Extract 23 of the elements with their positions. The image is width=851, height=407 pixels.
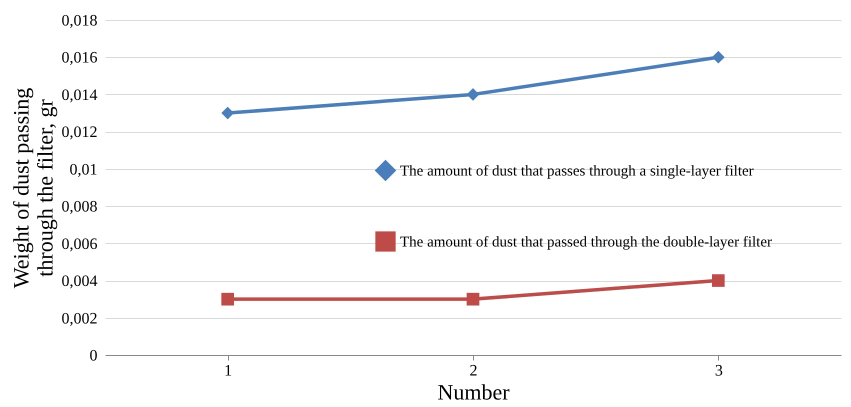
y-tick-label: 0,016: [62, 50, 98, 67]
legend-label: The amount of dust that passed through the double-layer filter: [400, 234, 772, 250]
y-tick-label: 0,002: [62, 310, 98, 328]
point: [466, 292, 480, 306]
point: [712, 50, 725, 64]
y-tick-label: 0,008: [62, 198, 98, 216]
point: [712, 274, 725, 287]
point: [221, 106, 234, 120]
y-tick-label: 0,01: [70, 161, 98, 178]
x-axis-title: Number: [437, 380, 510, 404]
y-tick-label: 0,012: [62, 124, 98, 142]
legend-label: The amount of dust that passes through a single-layer filter: [400, 164, 754, 180]
point: [221, 292, 234, 306]
y-tick-label: 0,006: [62, 236, 98, 253]
x-tick-label: 3: [714, 362, 723, 380]
y-tick-label: 0,014: [62, 86, 98, 104]
point: [466, 88, 480, 101]
y-tick-label: 0,004: [62, 273, 98, 290]
x-tick-label: 2: [470, 362, 478, 380]
y-axis-title: Weight of dust passing through the filter, gr: [8, 88, 58, 288]
y-tick-label: 0,018: [62, 12, 98, 30]
x-tick-label: 1: [224, 362, 232, 380]
y-tick-label: 0: [90, 348, 98, 364]
